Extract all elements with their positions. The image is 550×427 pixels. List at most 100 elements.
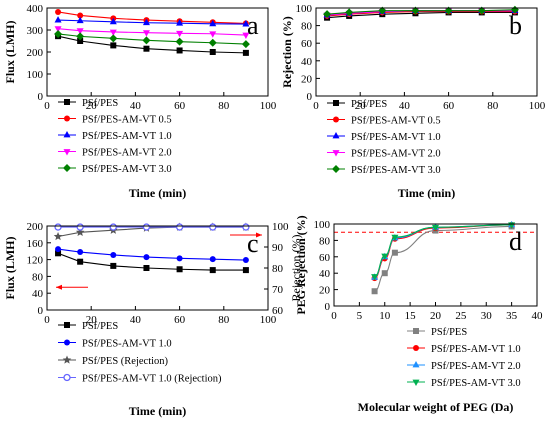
data-point-s4-7 <box>242 32 250 40</box>
y-tick-label: 0 <box>325 301 331 313</box>
legend-marker <box>412 379 420 386</box>
data-point-s4-4 <box>142 223 151 231</box>
legend-marker <box>64 99 70 105</box>
y-tick-label: 400 <box>27 3 44 15</box>
y-tick-label: 80 <box>319 235 331 247</box>
data-point-s1-5 <box>176 266 183 273</box>
legend-entry: PSf/PES-AM-VT 1.0 (Rejection) <box>82 374 222 385</box>
plot-frame <box>315 7 538 97</box>
y-tick-label: 0 <box>307 91 313 103</box>
legend-entry: PSf/PES (Rejection) <box>82 356 169 367</box>
data-point-s4-1 <box>54 223 62 231</box>
data-point-s4-3 <box>391 234 399 242</box>
data-point-s4-2 <box>76 28 84 35</box>
data-point-s4-6 <box>209 31 217 38</box>
x-tick-label: 60 <box>174 100 186 112</box>
data-point-s3-3 <box>109 17 117 25</box>
legend-entry: PSf/PES-AM-VT 2.0 <box>431 361 521 372</box>
data-point-s5-6 <box>208 38 217 47</box>
data-point-s4-6 <box>209 223 217 231</box>
left-axis-arrow-head <box>56 284 62 290</box>
x-tick-label: 0 <box>331 310 337 322</box>
x-tick-label: 40 <box>130 100 142 112</box>
series-line-1 <box>57 35 246 54</box>
x-tick-label: 40 <box>130 314 142 326</box>
data-point-s4-1 <box>54 26 62 33</box>
x-tick-label: 80 <box>487 100 499 112</box>
data-point-s1-7 <box>242 267 249 274</box>
data-point-s3-7 <box>242 20 250 27</box>
y-tick-label: 200 <box>27 221 44 233</box>
legend-marker <box>64 339 70 346</box>
data-point-s1-5 <box>176 47 183 54</box>
x-tick-label: 100 <box>260 314 277 326</box>
legend-entry: PSf/PES-AM-VT 2.0 <box>351 149 441 160</box>
legend-marker <box>63 131 71 138</box>
legend-marker <box>332 150 340 157</box>
y-tick-label: 120 <box>27 255 44 267</box>
y-right-tick-label: 90 <box>272 242 284 254</box>
data-point-s2-2 <box>77 249 84 256</box>
data-point-s5-1 <box>323 10 332 19</box>
y-right-tick-label: 80 <box>272 263 284 275</box>
legend-entry: PSf/PES-AM-VT 3.0 <box>431 378 521 389</box>
y-tick-label: 100 <box>27 69 44 81</box>
y-axis-label: Flux (LMH) <box>3 21 17 84</box>
data-point-s2-1 <box>55 8 62 15</box>
x-axis-label: Time (min) <box>398 186 455 200</box>
y-tick-label: 200 <box>27 47 44 59</box>
x-tick-label: 35 <box>506 310 518 322</box>
panel-label: a <box>247 11 259 40</box>
y-tick-label: 40 <box>319 268 331 280</box>
data-point-s1-4 <box>143 265 150 271</box>
x-tick-label: 0 <box>313 100 319 112</box>
data-point-s4-3 <box>109 29 117 36</box>
x-tick-label: 20 <box>430 310 442 322</box>
y-tick-label: 80 <box>301 21 313 33</box>
series-line-2 <box>57 11 246 24</box>
panel-a: 0 20 40 60 80 100 0 100 200 300 400 Time (min) Flux … <box>3 3 277 200</box>
x-tick-label: 60 <box>443 100 455 112</box>
legend-entry: PSf/PES-AM-VT 2.0 <box>82 148 172 159</box>
x-tick-label: 80 <box>218 314 230 326</box>
series-line-5 <box>57 33 246 45</box>
y-right-tick-label: 100 <box>272 221 289 233</box>
data-point-s5-1 <box>54 29 63 38</box>
x-axis-label: Time (min) <box>129 404 186 418</box>
legend-entry: PSf/PES-AM-VT 3.0 <box>351 165 441 176</box>
data-point-s4-2 <box>381 253 389 260</box>
x-tick-label: 0 <box>44 314 50 326</box>
y-tick-label: 20 <box>319 285 331 297</box>
y-axis-label: Flux (LMH) <box>3 237 17 300</box>
legend-marker <box>64 115 70 122</box>
y-right-tick-label: 70 <box>272 284 284 296</box>
data-point-s2-2 <box>77 12 84 19</box>
data-point-s1-1 <box>55 250 62 257</box>
data-point-s4-2 <box>76 223 84 231</box>
data-point-s5-7 <box>241 40 250 49</box>
legend-entry: PSf/PES <box>82 321 118 332</box>
x-tick-label: 20 <box>355 100 367 112</box>
data-point-s5-3 <box>109 34 118 43</box>
legend-marker <box>63 149 71 156</box>
data-point-s4-4 <box>142 30 150 37</box>
panel-label: c <box>247 229 259 258</box>
legend-marker <box>62 355 72 364</box>
x-axis-label: Molecular weight of PEG (Da) <box>358 400 514 414</box>
legend-marker <box>333 116 339 123</box>
data-point-s1-2 <box>381 270 388 277</box>
data-point-s5-4 <box>411 6 420 15</box>
data-point-s1-6 <box>209 267 216 274</box>
legend-entry: PSf/PES <box>431 327 467 338</box>
x-tick-label: 40 <box>532 310 544 322</box>
legend-entry: PSf/PES-AM-VT 1.0 <box>351 132 441 143</box>
x-tick-label: 60 <box>174 314 186 326</box>
x-tick-label: 10 <box>379 310 391 322</box>
data-point-s5-2 <box>76 32 85 41</box>
data-point-s4-3 <box>109 223 117 231</box>
x-tick-label: 30 <box>481 310 493 322</box>
data-point-s1-1 <box>371 288 378 295</box>
legend-entry: PSf/PES-AM-VT 1.0 <box>431 344 521 355</box>
x-tick-label: 5 <box>357 310 363 322</box>
